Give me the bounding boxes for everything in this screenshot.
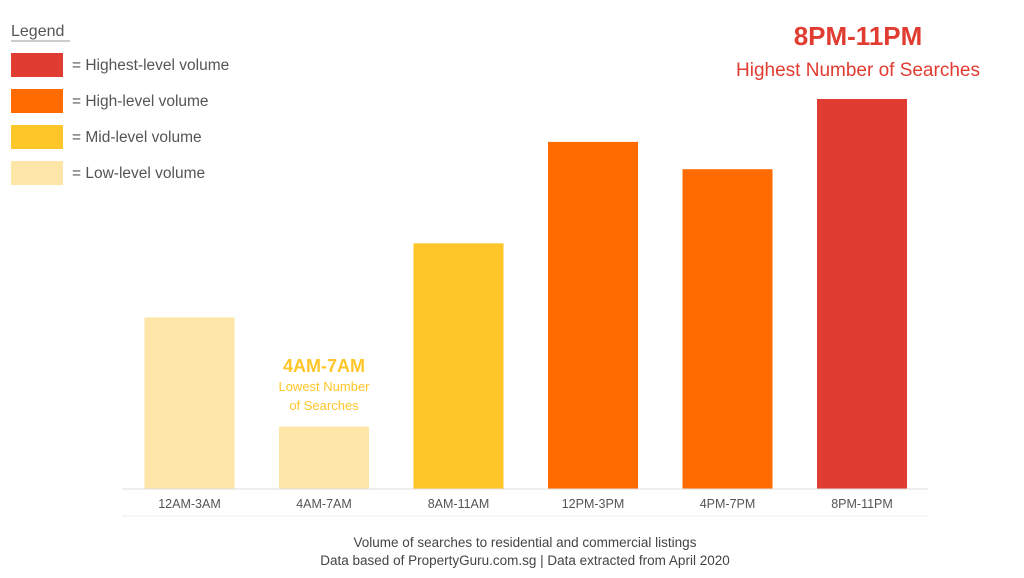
legend-label: = Highest-level volume xyxy=(72,57,229,74)
lowest-annotation: 4AM-7AM Lowest Number of Searches xyxy=(278,356,370,413)
legend-swatch xyxy=(11,161,63,185)
highest-annotation-title: 8PM-11PM xyxy=(794,21,923,51)
legend-swatch xyxy=(11,125,63,149)
lowest-annotation-subtitle-line2: of Searches xyxy=(289,398,359,413)
x-tick-label: 12PM-3PM xyxy=(562,497,625,511)
bar-4pm-7pm xyxy=(682,169,773,489)
bar-8am-11am xyxy=(413,243,504,489)
x-tick-label: 8AM-11AM xyxy=(428,497,490,511)
x-tick-label: 8PM-11PM xyxy=(831,497,893,511)
bars xyxy=(144,99,907,489)
x-tick-label: 4PM-7PM xyxy=(700,497,756,511)
bar-12am-3am xyxy=(144,317,235,489)
highest-annotation: 8PM-11PM Highest Number of Searches xyxy=(736,21,980,81)
highest-annotation-subtitle: Highest Number of Searches xyxy=(736,60,980,81)
x-tick-label: 12AM-3AM xyxy=(158,497,221,511)
footer-line1: Volume of searches to residential and co… xyxy=(354,535,697,550)
lowest-annotation-subtitle-line1: Lowest Number xyxy=(278,379,370,394)
legend-label: = Low-level volume xyxy=(72,165,205,182)
lowest-annotation-title: 4AM-7AM xyxy=(283,356,365,376)
x-tick-label: 4AM-7AM xyxy=(296,497,352,511)
legend-label: = Mid-level volume xyxy=(72,129,202,146)
legend-label: = High-level volume xyxy=(72,93,209,110)
footer-line2: Data based of PropertyGuru.com.sg | Data… xyxy=(320,553,729,568)
bar-8pm-11pm xyxy=(817,99,907,489)
legend: Legend = Highest-level volume = High-leve… xyxy=(11,23,229,185)
legend-swatch xyxy=(11,89,63,113)
legend-title: Legend xyxy=(11,23,64,40)
legend-swatch xyxy=(11,53,63,77)
legend-items: = Highest-level volume = High-level volum… xyxy=(11,53,229,185)
bar-4am-7am xyxy=(279,426,369,489)
x-axis-ticks: 12AM-3AM 4AM-7AM 8AM-11AM 12PM-3PM 4PM-7PM 8P… xyxy=(158,497,893,511)
bar-12pm-3pm xyxy=(548,141,638,489)
